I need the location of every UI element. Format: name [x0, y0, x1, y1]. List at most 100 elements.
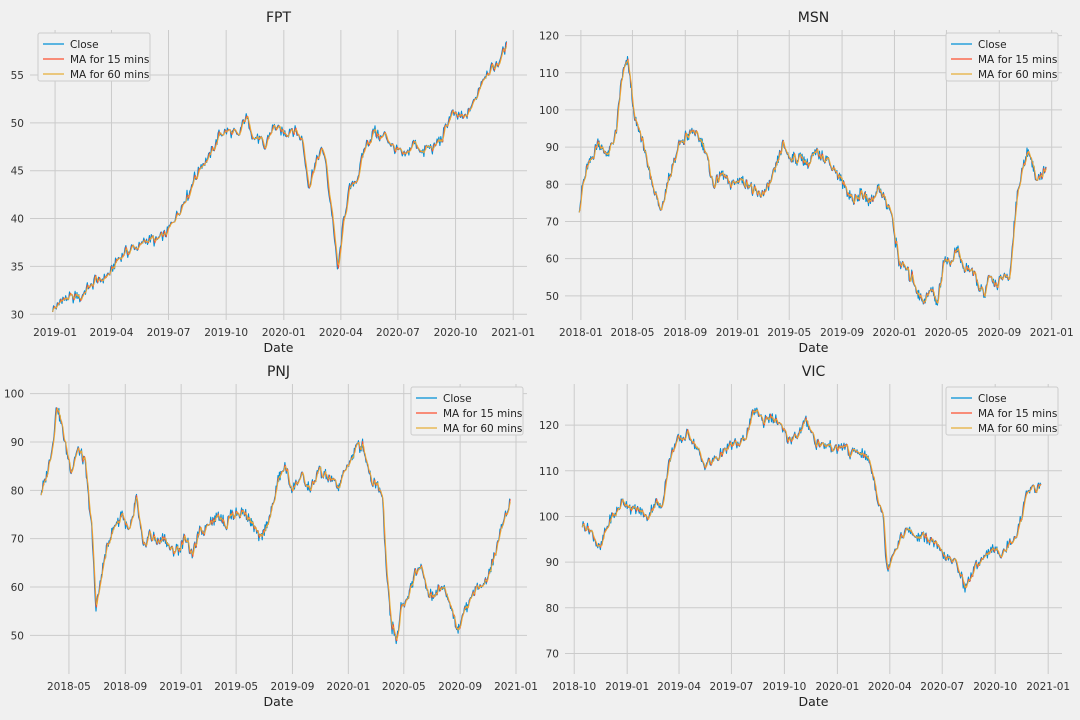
fpt-y-tick-label: 30 [11, 309, 24, 321]
msn-y-tick-label: 60 [546, 254, 559, 266]
fpt-series-line [52, 42, 508, 313]
vic-y-tick-label: 70 [546, 648, 559, 660]
pnj-x-tick-label: 2020-05 [382, 681, 426, 693]
vic-title: VIC [802, 364, 826, 380]
pnj-x-tick-label: 2019-09 [271, 681, 315, 693]
fpt-series-line [52, 46, 508, 313]
fpt-x-tick-label: 2020-10 [434, 327, 478, 339]
vic-series-line [581, 409, 1042, 588]
msn-x-tick-label: 2019-01 [716, 327, 760, 339]
vic-x-tick-label: 2019-04 [657, 681, 701, 693]
fpt-x-tick-label: 2021-01 [491, 327, 535, 339]
msn-x-tick-label: 2018-01 [559, 327, 603, 339]
fpt-title: FPT [266, 10, 291, 26]
fpt-series-line [52, 41, 508, 313]
pnj-x-tick-label: 2020-09 [438, 681, 482, 693]
msn-x-tick-label: 2021-01 [1030, 327, 1074, 339]
fpt-x-tick-label: 2019-01 [33, 327, 77, 339]
pnj-y-tick-label: 80 [11, 485, 24, 497]
msn-y-tick-label: 110 [539, 68, 559, 80]
msn-x-tick-label: 2018-05 [611, 327, 655, 339]
pnj-y-tick-label: 100 [4, 389, 24, 401]
fpt-x-tick-label: 2019-07 [147, 327, 191, 339]
fpt-y-tick-label: 35 [11, 261, 24, 273]
pnj-title: PNJ [267, 364, 290, 380]
vic-legend-label: MA for 15 mins [978, 408, 1057, 420]
msn-legend-label: Close [978, 39, 1007, 51]
fpt-x-tick-label: 2020-01 [262, 327, 306, 339]
vic-x-tick-label: 2019-01 [605, 681, 649, 693]
pnj-x-tick-label: 2018-09 [103, 681, 147, 693]
msn-series-line [578, 58, 1047, 305]
fpt-y-tick-label: 50 [11, 118, 24, 130]
pnj-legend-label: Close [443, 393, 472, 405]
pnj-y-tick-label: 90 [11, 437, 24, 449]
pnj-x-tick-label: 2019-05 [214, 681, 258, 693]
vic-x-tick-label: 2020-04 [868, 681, 912, 693]
pnj-x-axis-label: Date [264, 694, 294, 709]
msn-series-line [578, 56, 1047, 306]
pnj-x-tick-label: 2018-05 [47, 681, 91, 693]
fpt-legend-label: MA for 15 mins [70, 54, 149, 66]
vic-y-tick-label: 120 [539, 420, 559, 432]
msn-x-tick-label: 2020-05 [925, 327, 969, 339]
fpt-legend-label: Close [70, 39, 99, 51]
msn-legend-label: MA for 60 mins [978, 69, 1057, 81]
msn-x-tick-label: 2020-09 [977, 327, 1021, 339]
fpt-y-tick-label: 55 [11, 70, 24, 82]
pnj-subplot: 2018-05 2018-09 2019-01 2019-05 2019-09 2020-… [4, 364, 538, 709]
fpt-x-tick-label: 2019-10 [204, 327, 248, 339]
pnj-x-tick-label: 2019-01 [159, 681, 203, 693]
fpt-x-tick-label: 2019-04 [90, 327, 134, 339]
vic-subplot: 2018-10 2019-01 2019-04 2019-07 2019-10 2020-… [539, 364, 1070, 709]
fpt-x-tick-label: 2020-07 [376, 327, 420, 339]
vic-legend-label: MA for 60 mins [978, 423, 1057, 435]
msn-series-line [578, 60, 1047, 304]
vic-y-tick-label: 100 [539, 511, 559, 523]
pnj-x-tick-label: 2020-01 [326, 681, 370, 693]
vic-x-tick-label: 2019-10 [762, 681, 806, 693]
vic-x-tick-label: 2021-01 [1026, 681, 1070, 693]
pnj-legend [410, 386, 524, 436]
pnj-y-tick-label: 70 [11, 534, 24, 546]
msn-y-tick-label: 80 [546, 179, 559, 191]
fpt-x-tick-label: 2020-04 [319, 327, 363, 339]
pnj-x-tick-label: 2021-01 [494, 681, 538, 693]
msn-legend-label: MA for 15 mins [978, 54, 1057, 66]
vic-legend-label: Close [978, 393, 1007, 405]
msn-y-tick-label: 100 [539, 105, 559, 117]
msn-x-tick-label: 2019-09 [820, 327, 864, 339]
msn-legend [945, 32, 1059, 82]
msn-y-tick-label: 120 [539, 31, 559, 43]
vic-x-tick-label: 2020-01 [815, 681, 859, 693]
msn-x-tick-label: 2018-09 [663, 327, 707, 339]
msn-title: MSN [798, 10, 829, 26]
vic-y-tick-label: 80 [546, 603, 559, 615]
pnj-y-tick-label: 50 [11, 630, 24, 642]
vic-y-tick-label: 90 [546, 557, 559, 569]
fpt-subplot: 2019-01 2019-04 2019-07 2019-10 2020-01 2020-… [11, 10, 536, 355]
pnj-legend-label: MA for 15 mins [443, 408, 522, 420]
msn-y-tick-label: 50 [546, 291, 559, 303]
msn-x-tick-label: 2019-05 [767, 327, 811, 339]
msn-x-tick-label: 2020-01 [873, 327, 917, 339]
vic-x-axis-label: Date [799, 694, 829, 709]
pnj-y-tick-label: 60 [11, 582, 24, 594]
msn-y-tick-label: 90 [546, 142, 559, 154]
pnj-series-line [40, 407, 511, 645]
vic-y-tick-label: 110 [539, 466, 559, 478]
msn-subplot: 2018-01 2018-05 2018-09 2019-01 2019-05 2019-… [539, 10, 1074, 355]
fpt-legend-label: MA for 60 mins [70, 69, 149, 81]
vic-legend [945, 386, 1059, 436]
pnj-series-line [40, 408, 511, 640]
pnj-series-line [40, 407, 511, 642]
fpt-x-axis-label: Date [264, 340, 294, 355]
msn-y-tick-label: 70 [546, 216, 559, 228]
fpt-y-tick-label: 45 [11, 166, 24, 178]
vic-x-tick-label: 2020-10 [973, 681, 1017, 693]
fpt-legend [37, 32, 151, 82]
vic-x-tick-label: 2019-07 [709, 681, 753, 693]
vic-series-line [581, 409, 1042, 589]
vic-x-tick-label: 2020-07 [920, 681, 964, 693]
